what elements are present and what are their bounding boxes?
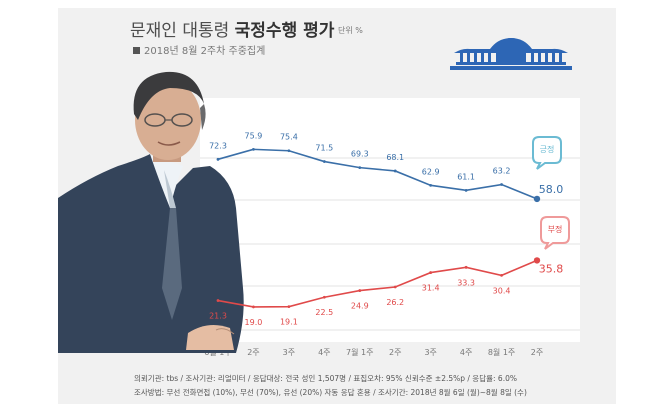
approve-bubble-label: 긍정: [540, 144, 555, 154]
series-line-disapprove: [217, 259, 538, 308]
title-accent: 국정수행 평가: [234, 21, 335, 41]
plot-area: [200, 98, 580, 342]
bullet-square-icon: [133, 47, 140, 54]
data-label: 30.4: [493, 286, 511, 295]
data-point: [322, 295, 326, 299]
x-tick-label: 3주: [283, 348, 295, 357]
chart-subtitle: 2018년 8월 2주차 주중집계: [133, 42, 265, 57]
x-tick-label: 7월 1주: [346, 347, 373, 357]
data-point: [252, 147, 255, 151]
data-point: [287, 149, 291, 153]
data-label: 22.5: [315, 308, 333, 317]
data-label: 19.0: [245, 318, 263, 327]
data-point: [429, 271, 433, 274]
x-tick-label: 4주: [460, 348, 472, 357]
data-point: [429, 183, 433, 187]
data-label: 75.9: [245, 131, 263, 140]
data-label: 21.3: [209, 312, 227, 321]
series-line-approve: [217, 148, 538, 200]
x-tick-label: 2주: [247, 348, 259, 357]
data-point: [533, 257, 541, 264]
x-tick-label: 8월 1주: [488, 347, 515, 357]
data-point: [393, 169, 397, 173]
president-photo: [58, 71, 244, 353]
data-label: 24.9: [351, 302, 369, 311]
data-label: 75.4: [280, 133, 298, 142]
data-point: [358, 289, 362, 292]
chart-title: 문재인 대통령 국정수행 평가: [130, 16, 334, 41]
data-point: [464, 265, 468, 269]
data-label: 26.2: [386, 298, 404, 307]
data-point: [464, 188, 468, 192]
data-label: 69.3: [351, 150, 369, 159]
data-label: 31.4: [422, 284, 440, 293]
data-label: 19.1: [280, 318, 298, 327]
data-label: 68.1: [386, 153, 404, 162]
x-tick-label: 2주: [389, 348, 401, 357]
data-point: [322, 160, 326, 163]
data-label: 61.1: [457, 172, 475, 181]
unit-label: 단위 %: [338, 26, 363, 35]
data-point: [393, 285, 397, 289]
approve-bubble: 긍정: [532, 136, 562, 170]
x-tick-label: 3주: [424, 348, 436, 357]
subtitle-text: 2018년 8월 2주차 주중집계: [144, 46, 266, 57]
data-label: 62.9: [422, 167, 440, 176]
x-tick-label: 4주: [318, 348, 330, 357]
data-point: [287, 305, 291, 309]
data-point: [358, 166, 362, 170]
data-label: 72.3: [209, 141, 227, 150]
disapprove-bubble: 부정: [540, 216, 570, 250]
data-point: [216, 299, 220, 302]
x-tick-label: 2주: [531, 348, 543, 357]
data-point: [252, 305, 255, 309]
data-point: [533, 195, 541, 203]
title-main: 문재인 대통령: [130, 21, 235, 41]
blue-house-icon: [450, 38, 572, 70]
data-label: 35.8: [539, 262, 564, 275]
data-point: [500, 183, 503, 186]
footer-method-line2: 조사방법: 무선 전화면접 (10%), 무선 (70%), 유선 (20%) …: [134, 388, 527, 397]
data-label: 63.2: [493, 167, 511, 176]
data-point: [216, 157, 220, 161]
disapprove-bubble-label: 부정: [548, 224, 563, 234]
footer-method-line1: 의뢰기관: tbs / 조사기관: 리얼미터 / 응답대상: 전국 성인 1,5…: [134, 374, 517, 383]
data-label: 58.0: [539, 183, 564, 196]
data-point: [500, 273, 503, 277]
data-label: 33.3: [457, 278, 475, 287]
data-label: 71.5: [315, 144, 333, 153]
